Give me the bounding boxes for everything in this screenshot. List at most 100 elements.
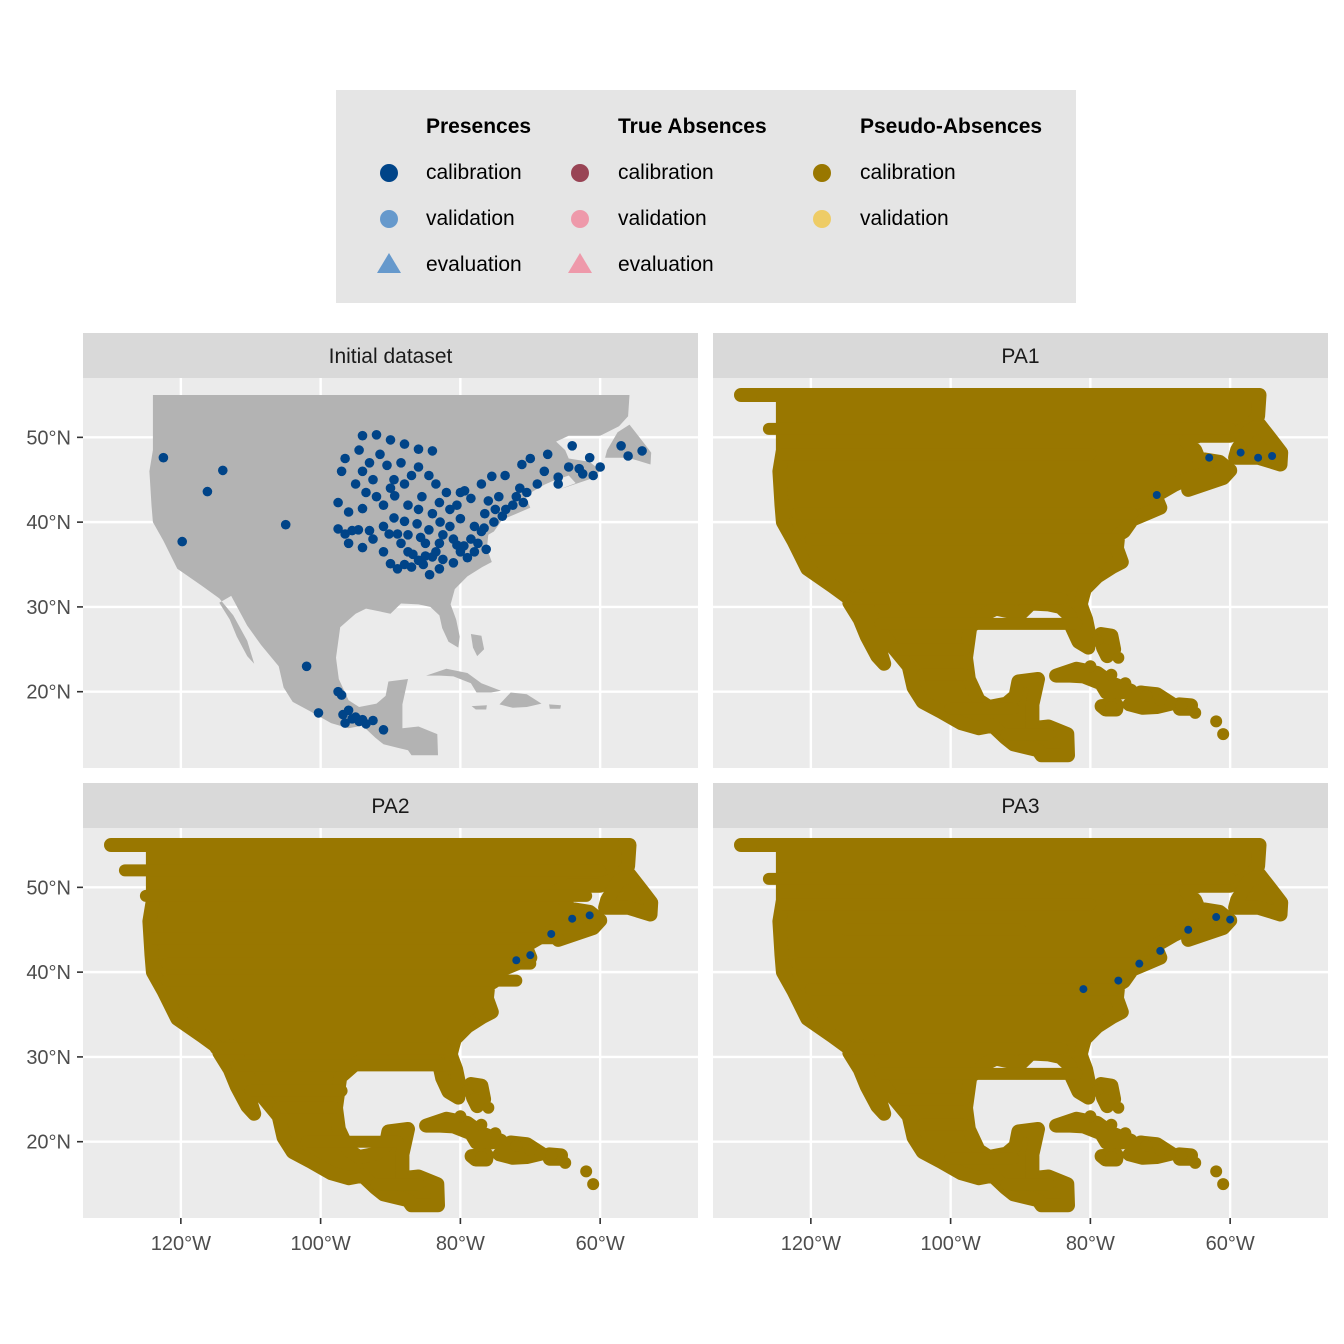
presence-calibration-point (427, 508, 438, 519)
presence-calibration-point (1135, 959, 1144, 968)
presence-calibration-point (1268, 452, 1277, 460)
presence-calibration-point (371, 430, 382, 440)
presence-calibration-point (1152, 491, 1161, 499)
y-tick-label: 40°N (26, 962, 71, 984)
presence-calibration-point (413, 444, 424, 455)
presence-calibration-point (427, 446, 438, 456)
map-layer (734, 388, 1289, 763)
presence-calibration-point (392, 564, 403, 574)
presence-calibration-point (431, 479, 441, 489)
presence-calibration-point (313, 708, 324, 718)
pseudo-absence-calibration-point (1210, 715, 1223, 728)
presence-calibration-point (357, 466, 368, 477)
pseudo-absence-calibration-point (1175, 699, 1188, 712)
x-axis-right-column: 120°W 100°W 80°W 60°W (781, 1218, 1255, 1255)
presence-calibration-point (469, 547, 480, 557)
presence-calibration-point (1226, 915, 1235, 924)
presence-calibration-point (343, 538, 354, 549)
map-layer (111, 395, 652, 756)
presence-calibration-point (567, 441, 577, 451)
presence-calibration-point (438, 554, 448, 565)
presence-calibration-point (522, 487, 532, 498)
legend-label-presences-calibration: calibration (426, 161, 522, 184)
presence-calibration-point (462, 552, 473, 563)
pseudo-absence-calibration-point (489, 1127, 502, 1140)
facet-panel-pa1: PA1 (713, 333, 1328, 768)
y-tick-label: 30°N (26, 1047, 71, 1069)
presence-calibration-point (431, 547, 441, 557)
legend-key-pseudo-absences-validation (813, 210, 831, 228)
presence-calibration-point (413, 504, 424, 515)
pseudo-absence-calibration-point (580, 1165, 593, 1178)
presence-calibration-point (1156, 946, 1165, 955)
presence-calibration-point (392, 529, 403, 539)
presence-calibration-point (500, 470, 510, 481)
pseudo-absence-calibration-point (1091, 1084, 1104, 1097)
presence-calibration-point (434, 564, 445, 574)
presence-calibration-point (623, 451, 633, 461)
x-tick-label: 100°W (920, 1233, 980, 1255)
presence-calibration-point (547, 929, 556, 938)
presence-calibration-point (525, 453, 536, 464)
facet-title-pa1: PA1 (1001, 345, 1039, 368)
presence-calibration-point (455, 513, 466, 524)
y-tick-label: 50°N (26, 877, 71, 899)
presence-calibration-point (371, 491, 382, 502)
legend-background (336, 90, 1076, 303)
facet-panel-pa3: PA3 (713, 783, 1328, 1218)
facet-strip-pa1 (713, 333, 1328, 378)
presence-calibration-point (399, 439, 410, 449)
legend-key-true-absences-evaluation (568, 253, 592, 273)
presence-calibration-point (413, 555, 424, 566)
presence-calibration-point (368, 715, 378, 726)
pseudo-absence-calibration-point (545, 1149, 558, 1162)
legend-label-pseudo-absences-validation: validation (860, 207, 949, 230)
presence-calibration-point (487, 471, 497, 482)
presence-calibration-point (489, 517, 499, 527)
presence-calibration-point (595, 462, 605, 472)
presence-calibration-point (343, 705, 354, 716)
presence-calibration-point (577, 469, 588, 479)
presence-calibration-point (202, 486, 213, 497)
legend-key-presences-evaluation (377, 253, 401, 273)
presence-calibration-point (368, 534, 378, 544)
presence-calibration-point (466, 534, 476, 544)
presence-calibration-point (441, 487, 452, 498)
presence-calibration-point (448, 558, 459, 568)
presence-calibration-point (333, 524, 343, 534)
facet-panel-pa2: PA2 (83, 783, 698, 1218)
presence-calibration-point (452, 500, 462, 511)
presence-calibration-point (378, 521, 389, 532)
legend-title-pseudo-absences: Pseudo-Absences (860, 115, 1042, 138)
pseudo-absence-calibration-point (1154, 694, 1167, 707)
pseudo-absence-calibration-point (524, 1144, 537, 1157)
legend-group-presences: Presences calibration validation evaluat… (377, 115, 531, 276)
presence-calibration-point (438, 530, 448, 540)
pseudo-absence-calibration-point (454, 1110, 467, 1123)
presence-calibration-point (378, 500, 389, 511)
pseudo-absence-calibration-point (468, 1093, 481, 1106)
legend-key-presences-validation (380, 210, 398, 228)
presence-calibration-point (466, 493, 476, 504)
pseudo-absence-calibration-point (1154, 1144, 1167, 1157)
presence-calibration-point (403, 547, 413, 557)
pseudo-absence-calibration-point (461, 1084, 474, 1097)
x-tick-label: 80°W (436, 1233, 485, 1255)
land-jamaica (471, 705, 487, 710)
presence-calibration-point (424, 525, 434, 535)
presence-calibration-point (445, 504, 455, 515)
pseudo-absence-calibration-point (1098, 1093, 1111, 1106)
presence-calibration-point (517, 459, 527, 470)
pseudo-absence-coverage-newfoundland (1228, 867, 1289, 922)
presence-calibration-point (389, 491, 400, 501)
presence-calibration-point (563, 462, 574, 472)
pseudo-absence-calibration-point (475, 1150, 488, 1163)
x-tick-label: 80°W (1066, 1233, 1115, 1255)
presence-calibration-point (584, 452, 595, 463)
presence-calibration-point (368, 474, 378, 485)
pseudo-absence-calibration-point (1112, 651, 1125, 664)
presence-calibration-point (280, 519, 291, 530)
presence-calibration-point (389, 513, 399, 523)
pseudo-absence-coverage-newfoundland (598, 867, 659, 922)
